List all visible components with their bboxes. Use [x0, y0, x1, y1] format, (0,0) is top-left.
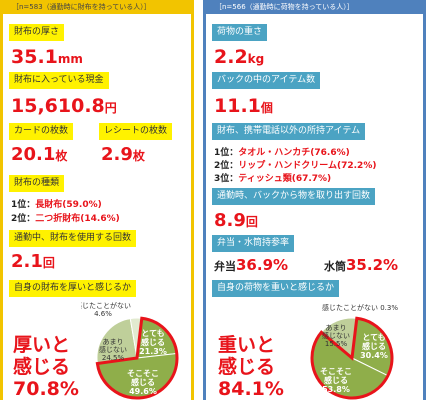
wallet-thickness-label: 財布の厚さ [9, 24, 65, 41]
wallet-pie-highlight [95, 316, 179, 400]
bag-weight-value: 2.2kg [214, 46, 265, 68]
wallet-sample-header: ［n=583（通勤時に財布を持っている人）］ [0, 0, 194, 14]
wallet-type-rank-1: 1位：長財布(59.0%) [11, 200, 102, 210]
bag-takeout-value: 8.9回 [214, 210, 258, 231]
wallet-pie-label-3: あまり感じない 24.5% [99, 338, 127, 362]
receipt-count-value: 2.9枚 [101, 144, 145, 165]
wallet-cash-value: 15,610.8円 [11, 95, 117, 117]
possession-rank-2: 2位：リップ・ハンドクリーム(72.2%) [214, 161, 377, 171]
wallet-type-label: 財布の種類 [9, 175, 65, 192]
bag-pie-label-4: 感じたことがない 0.3% [322, 303, 398, 312]
receipt-count-label: レシートの枚数 [99, 123, 173, 140]
bag-verdict: 重いと 感じる 84.1% [218, 334, 284, 400]
bag-possessions-label: 財布、携帯電話以外の所持アイテム [212, 123, 366, 140]
bag-sample-header: ［n=566（通勤時に荷物を持っている人）］ [203, 0, 426, 14]
bag-weight-label: 荷物の重さ [212, 24, 268, 41]
bag-items-value: 11.1個 [214, 95, 273, 117]
wallet-cash-label: 財布に入っている現金 [9, 72, 109, 89]
bag-feel-label: 自身の荷物を重いと感じるか [212, 280, 340, 297]
lunch-bottle-label: 弁当・水筒持参率 [212, 235, 295, 252]
wallet-usage-label: 通勤中、財布を使用する回数 [9, 230, 137, 247]
possession-rank-1: 1位：タオル・ハンカチ(76.6%) [214, 148, 350, 158]
bag-pie-label-2: そこそこ感じる 53.8% [320, 367, 352, 394]
bento-rate: 弁当36.9% [214, 256, 289, 274]
wallet-verdict: 厚いと 感じる 70.8% [13, 334, 79, 400]
wallet-usage-value: 2.1回 [11, 251, 55, 272]
wallet-pie-label-1: とても感じる 21.3% [139, 329, 167, 356]
possession-rank-3: 3位：ティッシュ類(67.7%) [214, 174, 332, 184]
bag-feel-pie-chart: とても感じる 30.4% そこそこ感じる 53.8% あまり感じない 15.5% 感じたこと… [310, 303, 398, 400]
bag-takeout-label: 通勤時、バックから物を取り出す回数 [212, 188, 376, 205]
wallet-feel-label: 自身の財布を厚いと感じるか [9, 280, 137, 297]
bag-pie-highlight [310, 316, 394, 400]
card-count-value: 20.1枚 [11, 144, 68, 165]
wallet-pie-label-2: そこそこ感じる 49.6% [127, 369, 159, 396]
wallet-pie-slice-3 [96, 317, 138, 365]
bag-pie-label-3: あまり感じない 15.5% [322, 324, 350, 348]
wallet-pie-label-4: 感じたことがない4.6% [81, 301, 131, 318]
card-count-label: カードの枚数 [9, 123, 74, 140]
bag-pie-label-1: とても感じる 30.4% [360, 333, 388, 360]
bag-panel: ［n=566（通勤時に荷物を持っている人）］ 荷物の重さ 2.2kg バックの中… [203, 0, 426, 400]
wallet-panel: ［n=583（通勤時に財布を持っている人）］ 財布の厚さ 35.1mm 財布に入… [0, 0, 194, 400]
bottle-rate: 水筒35.2% [324, 256, 399, 274]
wallet-thickness-value: 35.1mm [11, 46, 83, 68]
bag-items-label: バックの中のアイテム数 [212, 72, 321, 89]
wallet-type-rank-2: 2位：二つ折財布(14.6%) [11, 214, 120, 224]
